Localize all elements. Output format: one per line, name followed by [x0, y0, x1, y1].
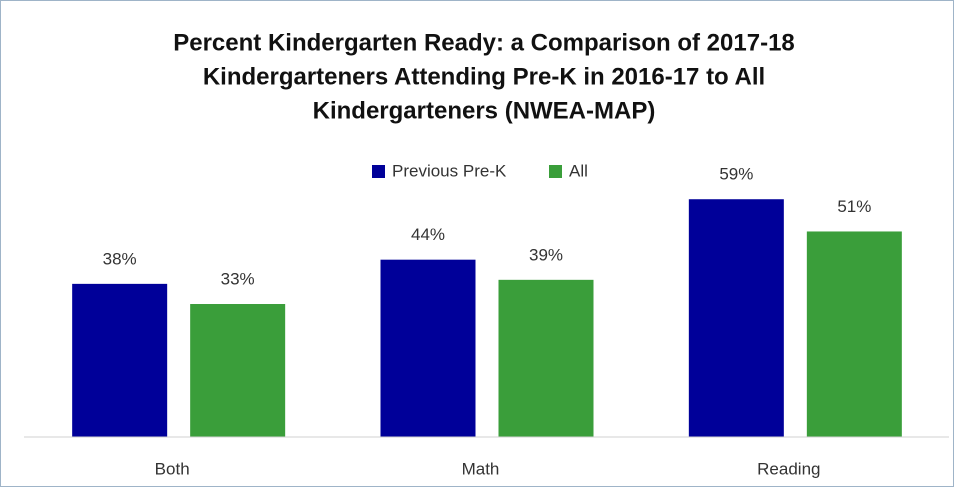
data-label: 44%	[411, 225, 445, 244]
bar	[72, 283, 168, 437]
data-label: 39%	[529, 245, 563, 264]
legend-swatch	[549, 165, 562, 178]
bar	[190, 304, 286, 437]
bar	[380, 259, 476, 437]
chart-title: Kindergarteners (NWEA-MAP)	[313, 97, 656, 124]
data-label: 51%	[837, 197, 871, 216]
bar	[498, 279, 594, 437]
legend-label: All	[569, 161, 588, 180]
data-label: 59%	[719, 165, 753, 184]
chart-title: Percent Kindergarten Ready: a Comparison…	[173, 29, 795, 56]
chart-title: Kindergarteners Attending Pre-K in 2016-…	[203, 63, 765, 90]
data-label: 38%	[103, 249, 137, 268]
data-label: 33%	[221, 269, 255, 288]
bar	[806, 231, 902, 437]
legend-label: Previous Pre-K	[392, 161, 507, 180]
bar	[688, 199, 784, 437]
x-tick-label: Math	[462, 459, 500, 478]
legend-swatch	[372, 165, 385, 178]
x-tick-label: Reading	[757, 459, 820, 478]
x-tick-label: Both	[155, 459, 190, 478]
